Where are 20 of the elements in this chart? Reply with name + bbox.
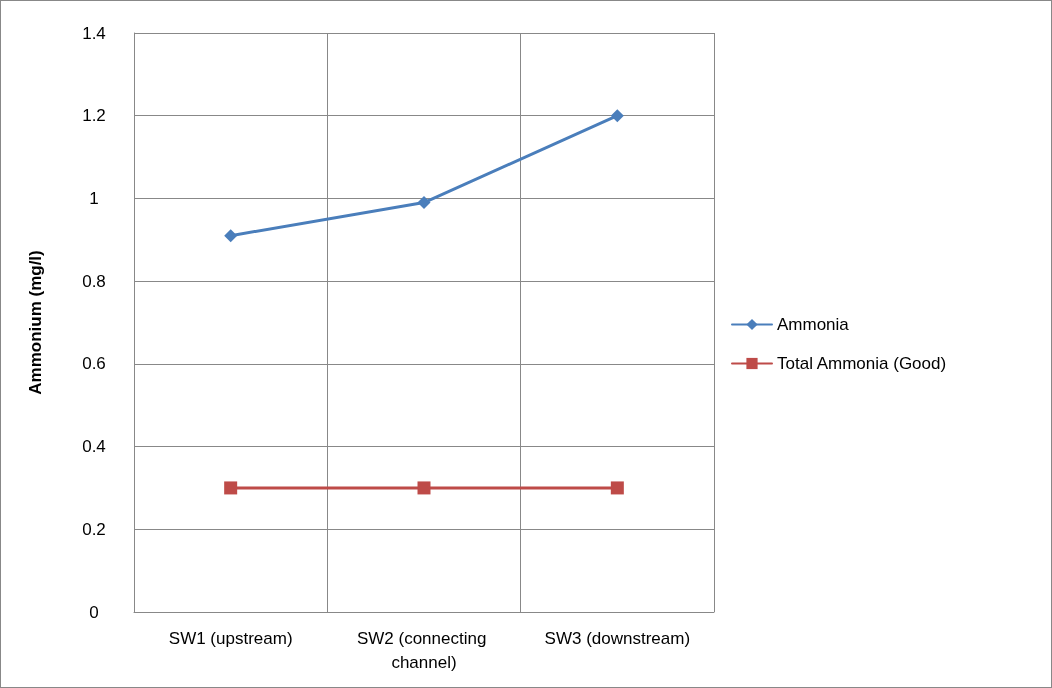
y-tick-label: 0.8 (82, 271, 106, 291)
y-tick-label: 0.4 (82, 437, 106, 457)
point (417, 481, 431, 495)
x-tick-label: SW1 (upstream) (168, 628, 293, 648)
point (224, 229, 238, 243)
y-tick-label: 1 (89, 188, 99, 208)
point (610, 481, 624, 495)
legend-label: Ammonia (777, 315, 850, 334)
point (610, 109, 624, 123)
y-tick-label: 0.6 (82, 354, 106, 374)
y-tick-label: 0.2 (82, 519, 106, 539)
point (224, 481, 238, 495)
y-axis-title: Ammonium (mg/l) (26, 250, 45, 395)
x-tick-label: SW3 (downstream) (544, 628, 691, 648)
legend-label: Total Ammonia (Good) (777, 354, 947, 373)
y-tick-label: 1.2 (82, 106, 106, 126)
y-tick-label: 1.4 (82, 23, 106, 43)
point (417, 196, 431, 210)
x-tick-label: SW2 (connecting channel) (356, 628, 492, 672)
y-tick-label: 0 (89, 602, 99, 622)
